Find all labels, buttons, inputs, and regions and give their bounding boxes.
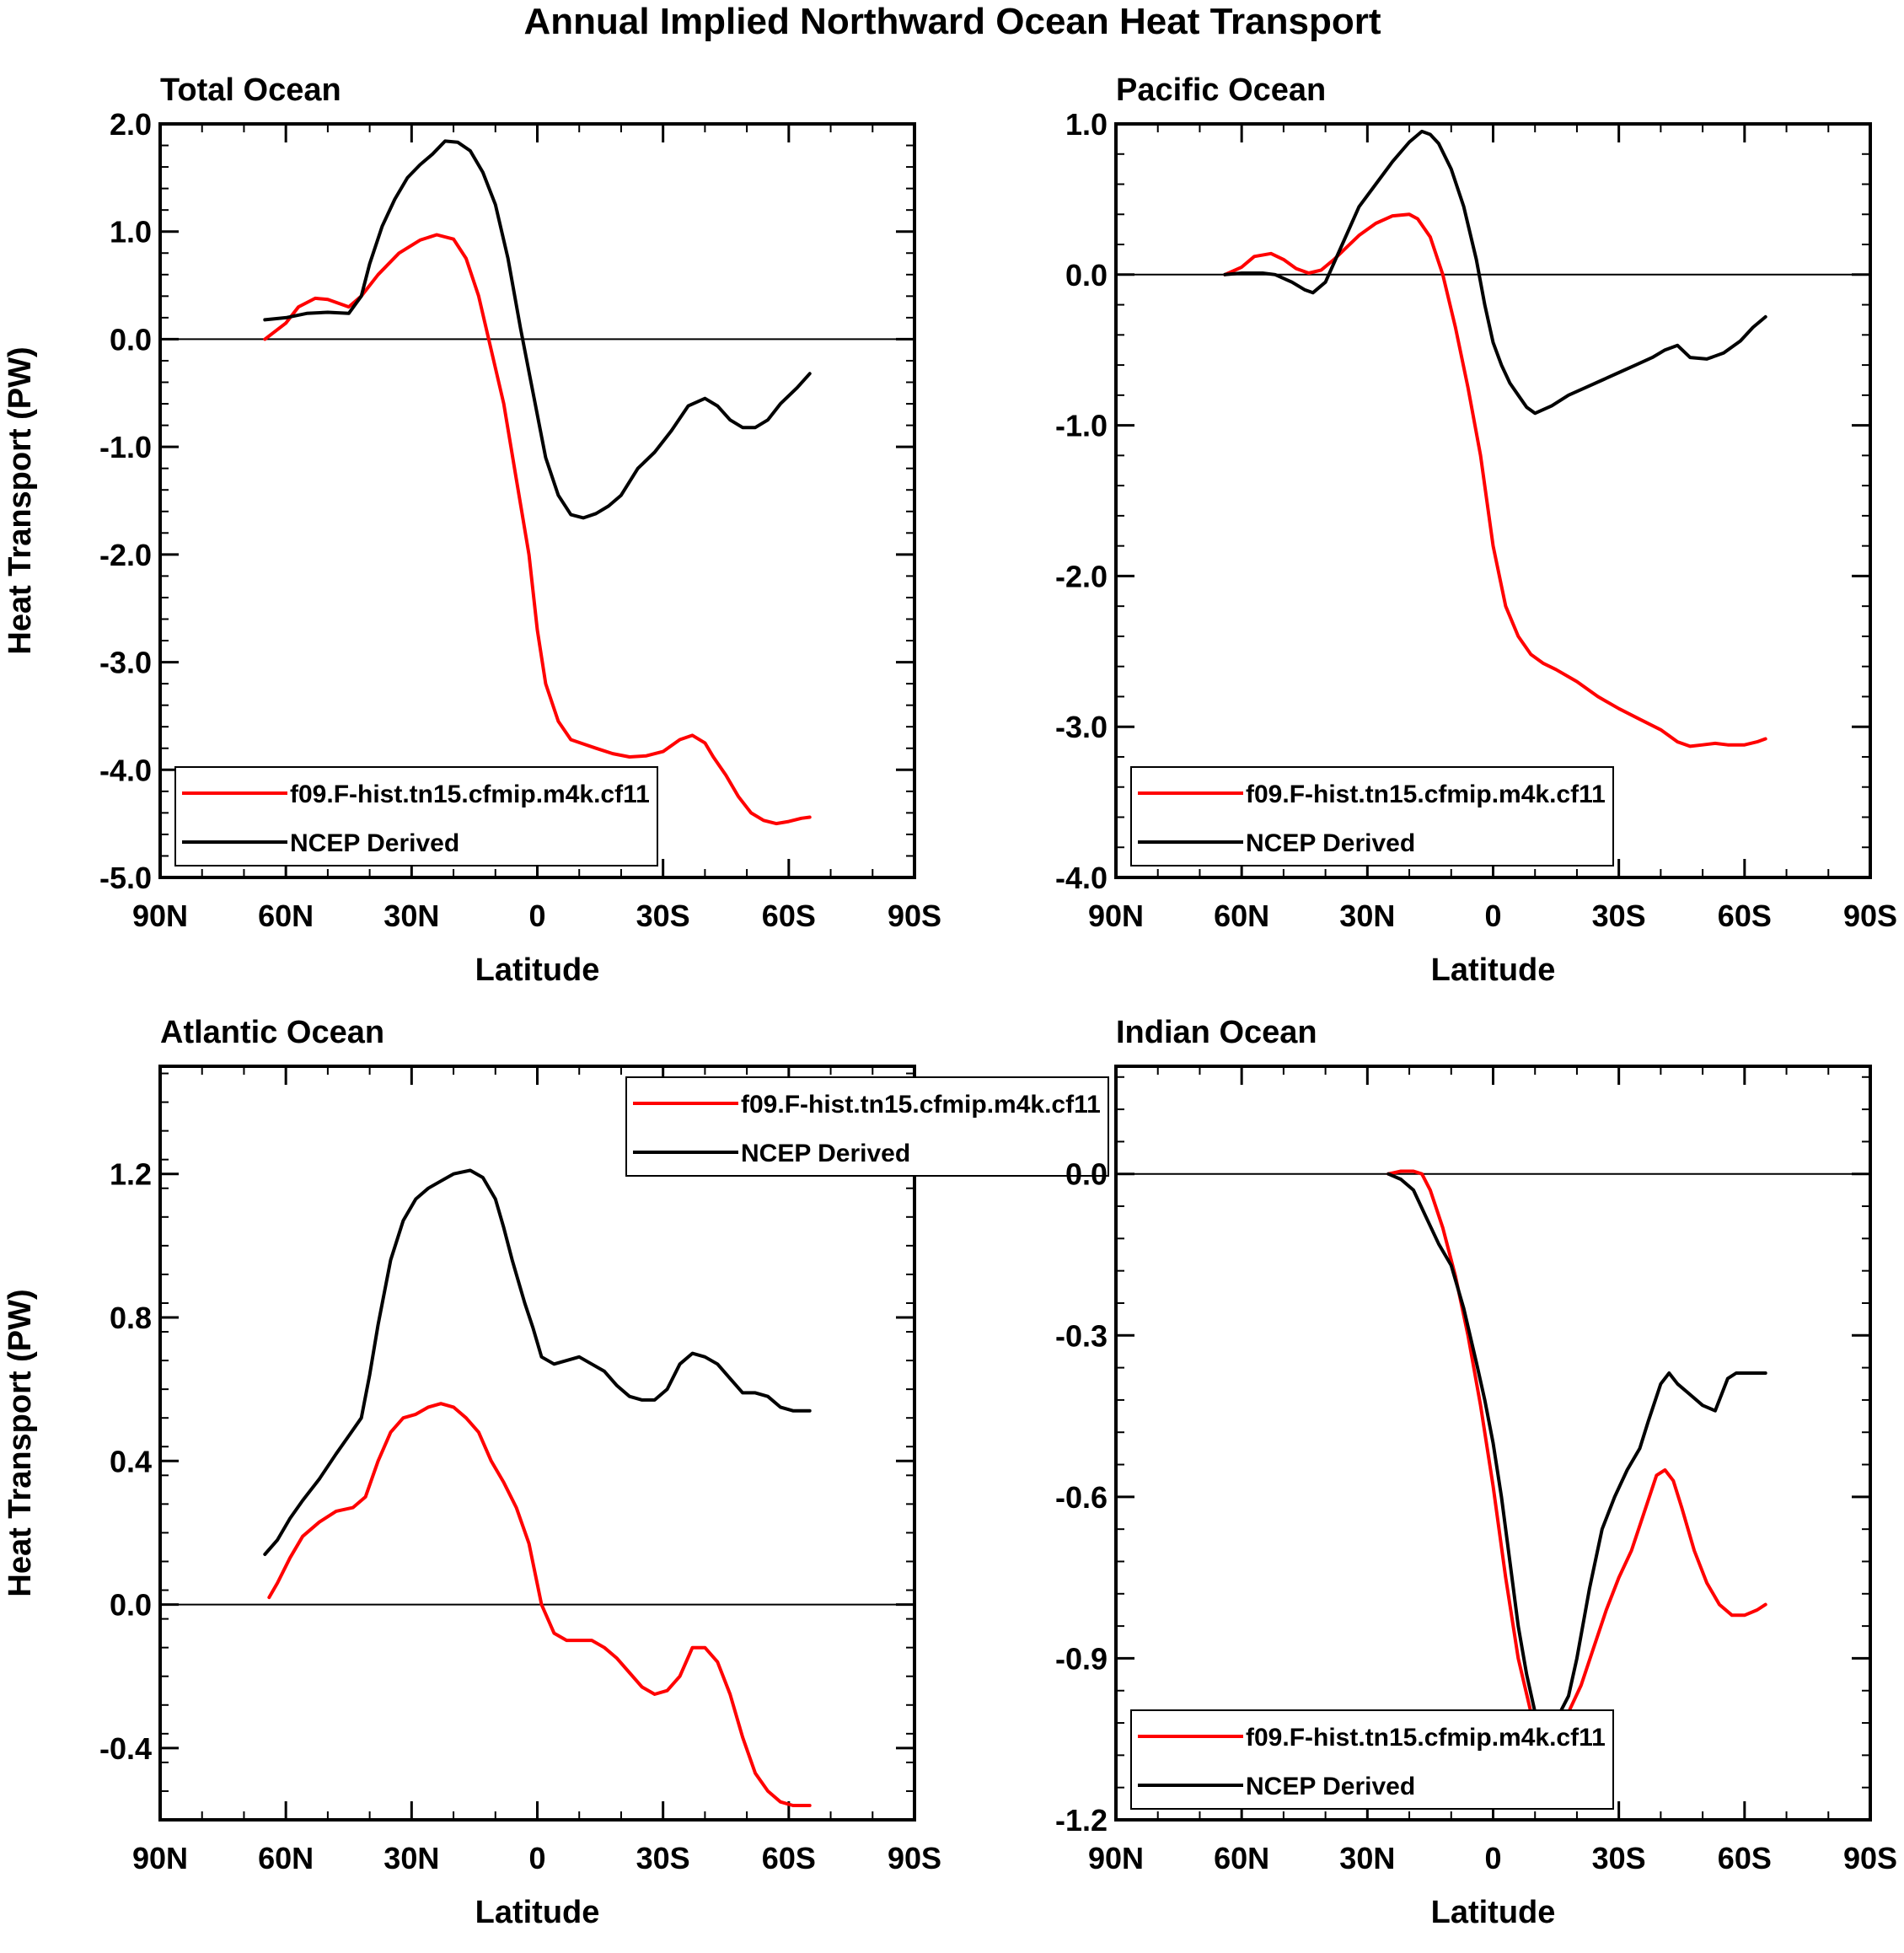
y-tick-label: 0.4 [110,1444,152,1478]
legend-label-model: f09.F-hist.tn15.cfmip.m4k.cf11 [290,781,650,808]
panel-title: Total Ocean [160,72,341,108]
panel-title: Indian Ocean [1116,1015,1317,1050]
x-axis-label: Latitude [1431,952,1556,988]
legend-box [1130,766,1614,867]
x-tick-label: 90S [1843,1841,1897,1875]
x-tick-label: 60N [258,899,314,933]
y-tick-label: -3.0 [99,646,152,680]
model-series-line [1223,212,1767,748]
x-tick-label: 90N [132,899,188,933]
x-tick-label: 0 [1484,1841,1501,1875]
y-tick-label: 1.0 [1065,107,1108,142]
panel-title: Pacific Ocean [1116,72,1326,108]
x-tick-label: 30N [1339,899,1395,933]
panel-pacific: Pacific Ocean 90N 60N 30N 0 30S 60S 90S 1.0 0.0 -1… [1055,72,1897,988]
ncep-series-line [1223,129,1767,416]
x-tick-label: 90N [1088,1841,1144,1875]
legend-label-model: f09.F-hist.tn15.cfmip.m4k.cf11 [741,1091,1101,1119]
legend-label-model: f09.F-hist.tn15.cfmip.m4k.cf11 [1246,1724,1606,1752]
x-axis-label: Latitude [475,952,600,988]
model-series-line [267,1402,812,1807]
x-tick-label: 60S [762,899,816,933]
legend: f09.F-hist.tn15.cfmip.m4k.cf11 NCEP Deriv… [174,766,658,867]
x-tick-label: 60S [1718,1841,1772,1875]
y-tick-label: 0.0 [1065,1157,1108,1192]
ncep-series-line [1386,1172,1767,1736]
y-axis-label: Heat Transport (PW) [3,1289,38,1596]
y-tick-label: -1.2 [1055,1803,1108,1838]
y-tick-label: -0.3 [1055,1318,1108,1353]
legend: f09.F-hist.tn15.cfmip.m4k.cf11 NCEP Deriv… [1130,766,1614,867]
x-axis-label: Latitude [475,1895,600,1930]
x-tick-label: 60N [1214,1841,1269,1875]
x-tick-label: 0 [528,1841,545,1875]
y-tick-label: -0.4 [99,1731,152,1766]
x-tick-label: 60S [1718,899,1772,933]
y-tick-label: -2.0 [1055,559,1108,593]
y-tick-label: 0.0 [110,322,152,357]
x-tick-label: 90N [132,1841,188,1875]
y-tick-label: 0.0 [110,1588,152,1623]
x-tick-label: 90N [1088,899,1144,933]
x-tick-label: 30S [636,1841,690,1875]
y-tick-label: -1.0 [99,430,152,464]
legend: f09.F-hist.tn15.cfmip.m4k.cf11 NCEP Deriv… [625,1076,1109,1177]
x-axis-label: Latitude [1431,1895,1556,1930]
plot-frame [1114,122,1872,879]
x-tick-label: 60S [762,1841,816,1875]
y-tick-label: 2.0 [110,107,152,142]
x-tick-label: 30N [383,1841,439,1875]
panel-total: Total Ocean 90N 60N 30N 0 30S 60S 90S 2.0 1.0 0.0 -… [3,72,941,988]
x-tick-label: 30N [1339,1841,1395,1875]
legend-box [1130,1709,1614,1810]
y-tick-label: -0.6 [1055,1480,1108,1515]
y-tick-label: -2.0 [99,538,152,572]
plot-frame [158,1065,916,1822]
y-tick-label: -0.9 [1055,1641,1108,1676]
panel-indian: Indian Ocean 90N 60N 30N 0 30S 60S 90S 0.0 -0.3 -0… [1055,1015,1897,1930]
legend: f09.F-hist.tn15.cfmip.m4k.cf11 NCEP Deriv… [1130,1709,1614,1810]
legend-label-model: f09.F-hist.tn15.cfmip.m4k.cf11 [1246,781,1606,808]
ncep-series-line [263,139,812,520]
legend-box [174,766,658,867]
legend-box [625,1076,1109,1177]
x-tick-label: 60N [1214,899,1269,933]
panel-atlantic: Atlantic Ocean 90N 60N 30N 0 30S 60S 90S 1.2 0.8 0… [3,1015,1109,1930]
y-tick-label: 1.0 [110,215,152,249]
y-tick-label: -4.0 [1055,861,1108,895]
y-tick-label: -1.0 [1055,409,1108,443]
y-tick-label: 0.0 [1065,258,1108,292]
x-tick-label: 0 [1484,899,1501,933]
legend-label-ncep: NCEP Derived [290,829,459,857]
x-tick-label: 90S [1843,899,1897,933]
panel-title: Atlantic Ocean [160,1015,384,1050]
x-tick-label: 30S [636,899,690,933]
x-tick-label: 60N [258,1841,314,1875]
model-series-line [263,233,812,826]
y-tick-label: -5.0 [99,861,152,895]
plot-frame [1114,1065,1872,1822]
x-tick-label: 90S [888,1841,941,1875]
y-tick-label: 0.8 [110,1301,152,1335]
x-tick-label: 0 [528,899,545,933]
x-tick-label: 30S [1592,1841,1646,1875]
x-tick-label: 30N [383,899,439,933]
y-axis-label: Heat Transport (PW) [3,346,38,654]
legend-label-ncep: NCEP Derived [741,1140,910,1167]
ncep-series-line [263,1168,812,1556]
y-tick-label: -3.0 [1055,710,1108,744]
x-tick-label: 90S [888,899,941,933]
plot-frame [158,122,916,879]
legend-label-ncep: NCEP Derived [1246,829,1415,857]
figure-title: Annual Implied Northward Ocean Heat Tran… [523,1,1381,42]
y-tick-label: -4.0 [99,753,152,787]
model-series-line [1386,1169,1767,1741]
x-tick-label: 30S [1592,899,1646,933]
legend-label-ncep: NCEP Derived [1246,1773,1415,1800]
y-tick-label: 1.2 [110,1157,152,1192]
